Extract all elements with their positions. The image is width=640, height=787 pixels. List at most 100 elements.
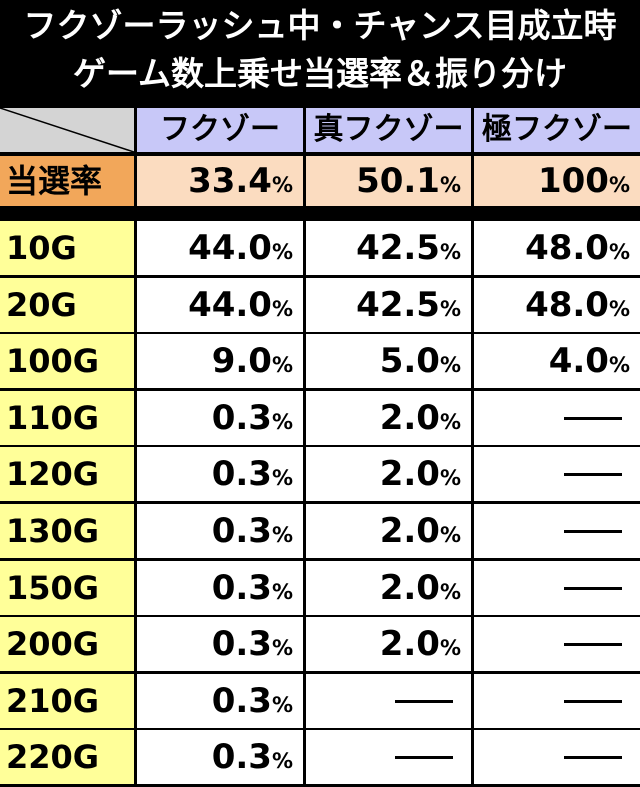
percent-unit: %: [439, 353, 461, 377]
table-cell: 2.0%: [306, 617, 471, 671]
percent-unit: %: [439, 240, 461, 264]
diagonal-line-icon: [0, 108, 134, 152]
cell-value: 0.3: [211, 681, 272, 721]
percent-unit: %: [271, 173, 293, 197]
table-cell: [474, 617, 640, 671]
table-cell: 2.0%: [306, 447, 471, 501]
percent-unit: %: [271, 636, 293, 660]
win-rate-value: 50.1: [356, 161, 440, 201]
percent-unit: %: [608, 297, 630, 321]
row-label: 110G: [0, 391, 134, 445]
row-label: 210G: [0, 674, 134, 728]
percent-unit: %: [439, 636, 461, 660]
table-cell: 44.0%: [137, 278, 303, 332]
dash-icon: [564, 587, 622, 590]
percent-unit: %: [439, 466, 461, 490]
cell-value: 5.0: [379, 341, 440, 381]
table-cell: 0.3%: [137, 674, 303, 728]
corner-cell: [0, 108, 134, 152]
percent-unit: %: [271, 580, 293, 604]
table-cell: [474, 447, 640, 501]
table-cell: 5.0%: [306, 334, 471, 388]
percent-unit: %: [271, 749, 293, 773]
cell-value: 0.3: [211, 454, 272, 494]
percent-unit: %: [439, 410, 461, 434]
percent-unit: %: [271, 297, 293, 321]
percent-unit: %: [608, 353, 630, 377]
win-rate-cell: 50.1%: [306, 156, 471, 206]
table-cell: 2.0%: [306, 391, 471, 445]
cell-value: 0.3: [211, 568, 272, 608]
row-label: 200G: [0, 617, 134, 671]
cell-value: 9.0: [211, 341, 272, 381]
column-header: 極フクゾー: [474, 108, 640, 152]
dash-icon: [395, 756, 453, 759]
dash-icon: [564, 473, 622, 476]
table-cell: 0.3%: [137, 730, 303, 784]
win-rate-label: 当選率: [0, 156, 134, 206]
percent-unit: %: [439, 297, 461, 321]
win-rate-cell: 33.4%: [137, 156, 303, 206]
cell-value: 4.0: [548, 341, 609, 381]
table-cell: 42.5%: [306, 221, 471, 275]
table-cell: 42.5%: [306, 278, 471, 332]
allocation-table: フクゾー 真フクゾー 極フクゾー 当選率 33.4% 50.1% 100% 10G 44.0% 4…: [0, 108, 640, 787]
percent-unit: %: [439, 580, 461, 604]
table-cell: [474, 504, 640, 558]
title-line-2: ゲーム数上乗せ当選率＆振り分け: [72, 54, 567, 93]
percent-unit: %: [271, 353, 293, 377]
table-cell: 0.3%: [137, 391, 303, 445]
title-banner: フクゾーラッシュ中・チャンス目成立時 ゲーム数上乗せ当選率＆振り分け: [0, 0, 640, 100]
percent-unit: %: [271, 240, 293, 264]
cell-value: 2.0: [379, 398, 440, 438]
dash-icon: [564, 756, 622, 759]
cell-value: 2.0: [379, 568, 440, 608]
cell-value: 48.0: [525, 285, 609, 325]
table-cell: [474, 674, 640, 728]
cell-value: 2.0: [379, 511, 440, 551]
row-label: 10G: [0, 221, 134, 275]
table-cell: [474, 561, 640, 615]
cell-value: 0.3: [211, 624, 272, 664]
row-label: 150G: [0, 561, 134, 615]
percent-unit: %: [271, 523, 293, 547]
row-label: 130G: [0, 504, 134, 558]
percent-unit: %: [439, 523, 461, 547]
cell-value: 44.0: [188, 285, 272, 325]
dash-icon: [564, 700, 622, 703]
percent-unit: %: [271, 466, 293, 490]
cell-value: 48.0: [525, 228, 609, 268]
cell-value: 2.0: [379, 454, 440, 494]
cell-value: 0.3: [211, 737, 272, 777]
table-cell: 4.0%: [474, 334, 640, 388]
row-label: 120G: [0, 447, 134, 501]
dash-icon: [564, 643, 622, 646]
table-cell: [306, 730, 471, 784]
title-line-1: フクゾーラッシュ中・チャンス目成立時: [23, 6, 617, 45]
table-cell: 48.0%: [474, 221, 640, 275]
dash-icon: [564, 530, 622, 533]
cell-value: 42.5: [356, 285, 440, 325]
table-cell: 0.3%: [137, 504, 303, 558]
table-cell: 2.0%: [306, 561, 471, 615]
table-cell: [306, 674, 471, 728]
column-header: フクゾー: [137, 108, 303, 152]
win-rate-cell: 100%: [474, 156, 640, 206]
cell-value: 44.0: [188, 228, 272, 268]
percent-unit: %: [608, 240, 630, 264]
percent-unit: %: [271, 693, 293, 717]
cell-value: 0.3: [211, 398, 272, 438]
cell-value: 2.0: [379, 624, 440, 664]
table-cell: 44.0%: [137, 221, 303, 275]
row-label: 20G: [0, 278, 134, 332]
table-cell: [474, 391, 640, 445]
cell-value: 0.3: [211, 511, 272, 551]
table-cell: 0.3%: [137, 447, 303, 501]
percent-unit: %: [439, 173, 461, 197]
column-header: 真フクゾー: [306, 108, 471, 152]
row-label: 100G: [0, 334, 134, 388]
win-rate-value: 100: [537, 161, 609, 201]
row-label: 220G: [0, 730, 134, 784]
table-cell: [474, 730, 640, 784]
table-cell: 9.0%: [137, 334, 303, 388]
